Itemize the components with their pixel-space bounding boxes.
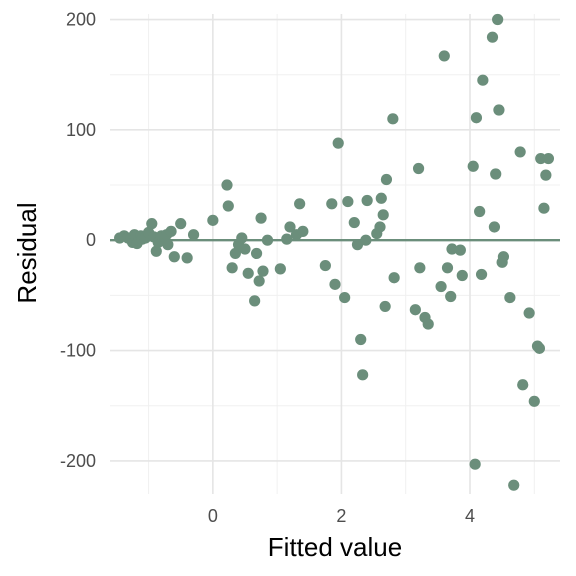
y-tick-label: 200	[66, 10, 96, 30]
data-point	[475, 268, 488, 281]
data-point	[528, 395, 540, 407]
data-point	[388, 272, 400, 284]
data-point	[165, 225, 177, 237]
data-point	[222, 200, 234, 212]
data-point	[242, 267, 254, 279]
data-point	[477, 74, 489, 86]
data-point	[181, 252, 193, 264]
data-point	[294, 198, 306, 210]
x-axis-ticks: 0 2 4	[208, 506, 475, 526]
data-point	[379, 300, 391, 313]
y-tick-label: 0	[86, 230, 96, 250]
data-point	[445, 290, 457, 303]
data-point	[348, 216, 360, 229]
data-point	[281, 233, 293, 245]
data-point	[351, 239, 364, 251]
y-tick-label: -200	[60, 451, 96, 471]
data-point	[229, 247, 241, 260]
data-point	[454, 244, 466, 256]
data-point	[374, 221, 386, 233]
x-tick-label: 2	[336, 506, 346, 526]
data-point	[297, 225, 309, 237]
data-point	[360, 234, 372, 246]
data-point	[332, 137, 344, 149]
residual-points	[114, 13, 555, 491]
y-tick-label: 100	[66, 120, 96, 140]
data-point	[514, 146, 526, 158]
data-point	[377, 209, 389, 221]
data-point	[412, 162, 425, 175]
data-point	[538, 202, 550, 214]
data-point	[261, 234, 274, 246]
data-point	[441, 262, 454, 274]
data-point	[542, 152, 555, 165]
data-point	[508, 479, 520, 491]
data-point	[456, 269, 468, 282]
data-point	[250, 247, 263, 260]
data-point	[146, 218, 158, 230]
data-point	[375, 192, 387, 204]
data-point	[253, 275, 265, 287]
data-point	[446, 243, 458, 255]
data-point	[361, 194, 373, 207]
data-point	[470, 112, 483, 124]
data-point	[355, 333, 367, 346]
data-point	[469, 458, 481, 470]
data-point	[492, 13, 504, 26]
data-point	[474, 205, 486, 218]
data-point	[380, 173, 393, 186]
data-point	[207, 214, 219, 226]
y-tick-label: -100	[60, 341, 96, 361]
data-point	[249, 295, 261, 307]
data-point	[357, 369, 369, 381]
data-point	[517, 379, 529, 391]
x-tick-label: 0	[208, 506, 218, 526]
data-point	[486, 31, 499, 43]
data-point	[490, 168, 502, 180]
y-axis-ticks: -200 -100 0 100 200	[60, 10, 96, 471]
minor-gridlines	[110, 14, 560, 494]
data-point	[488, 221, 501, 233]
data-point	[540, 169, 552, 181]
data-point	[236, 232, 248, 244]
data-point	[497, 251, 510, 263]
data-point	[326, 198, 338, 210]
data-point	[467, 160, 479, 172]
data-point	[339, 291, 351, 304]
data-point	[274, 263, 286, 275]
data-point	[409, 304, 421, 316]
data-point	[175, 218, 187, 230]
data-point	[342, 195, 354, 208]
data-point	[387, 113, 399, 125]
data-point	[535, 152, 547, 165]
data-point	[329, 278, 341, 290]
data-point	[284, 221, 296, 233]
x-axis-title: Fitted value	[268, 532, 402, 562]
data-point	[187, 229, 200, 241]
data-point	[239, 243, 251, 255]
data-point	[162, 239, 174, 251]
x-tick-label: 4	[465, 506, 475, 526]
y-axis-title: Residual	[12, 202, 42, 303]
data-point	[226, 262, 238, 274]
data-point	[523, 307, 535, 319]
data-point	[255, 212, 267, 224]
data-point	[533, 342, 546, 354]
data-point	[435, 280, 447, 293]
data-point	[221, 179, 233, 191]
data-point	[168, 251, 180, 263]
data-point	[422, 318, 434, 330]
data-point	[504, 291, 516, 304]
data-point	[319, 259, 331, 272]
data-point	[257, 265, 269, 277]
data-point	[414, 262, 426, 274]
data-point	[150, 245, 162, 257]
data-point	[438, 50, 450, 62]
data-point	[493, 104, 505, 116]
